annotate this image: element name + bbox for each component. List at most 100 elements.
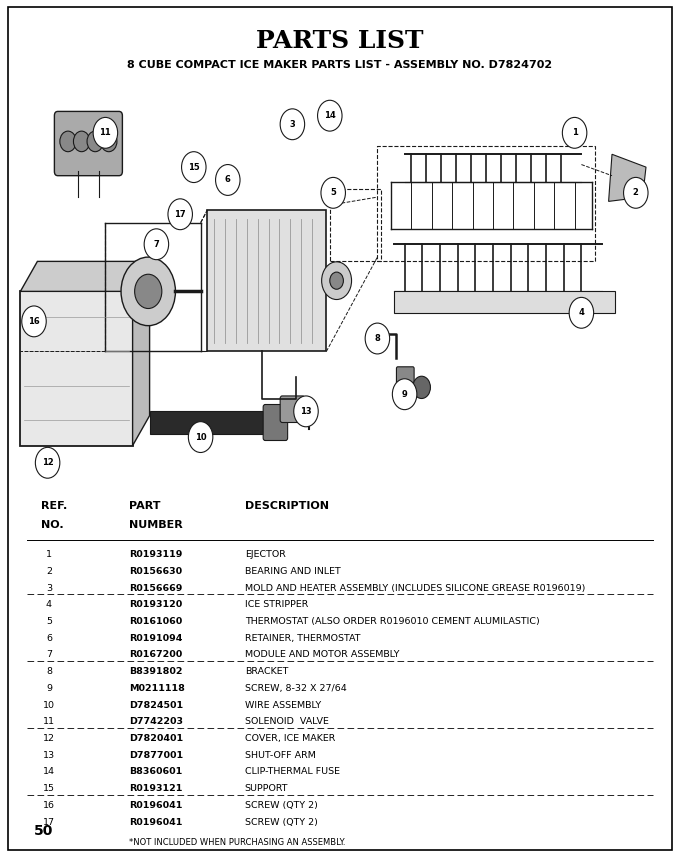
Circle shape [562, 117, 587, 148]
Circle shape [144, 229, 169, 260]
Text: 7: 7 [46, 650, 52, 660]
FancyBboxPatch shape [396, 367, 414, 391]
Circle shape [392, 379, 417, 410]
FancyBboxPatch shape [54, 111, 122, 176]
Bar [394, 291, 615, 313]
Text: 8 CUBE COMPACT ICE MAKER PARTS LIST - ASSEMBLY NO. D7824702: 8 CUBE COMPACT ICE MAKER PARTS LIST - AS… [127, 60, 553, 70]
Text: REF.: REF. [41, 501, 67, 512]
Text: B8360601: B8360601 [129, 768, 182, 776]
Circle shape [188, 422, 213, 452]
Text: SCREW (QTY 2): SCREW (QTY 2) [245, 800, 318, 810]
Text: R0193121: R0193121 [129, 784, 182, 794]
Circle shape [413, 376, 430, 399]
Text: MODULE AND MOTOR ASSEMBLY: MODULE AND MOTOR ASSEMBLY [245, 650, 399, 660]
Circle shape [624, 177, 648, 208]
Text: *NOT INCLUDED WHEN PURCHASING AN ASSEMBLY.: *NOT INCLUDED WHEN PURCHASING AN ASSEMBL… [129, 838, 345, 847]
Text: 2: 2 [633, 189, 639, 197]
Bar [330, 189, 381, 261]
Text: 17: 17 [174, 210, 186, 219]
Text: SHUT-OFF ARM: SHUT-OFF ARM [245, 751, 316, 760]
Text: CLIP-THERMAL FUSE: CLIP-THERMAL FUSE [245, 768, 340, 776]
Circle shape [35, 447, 60, 478]
Text: D7820401: D7820401 [129, 734, 184, 743]
Text: R0167200: R0167200 [129, 650, 182, 660]
FancyBboxPatch shape [280, 396, 305, 423]
Circle shape [101, 131, 117, 152]
Text: 12: 12 [43, 734, 55, 743]
Bar [150, 411, 265, 434]
Text: 13: 13 [300, 407, 312, 416]
Bar [207, 210, 326, 351]
Text: BRACKET: BRACKET [245, 668, 288, 676]
Text: 11: 11 [43, 717, 55, 727]
Text: D7824501: D7824501 [129, 701, 184, 710]
Text: 16: 16 [43, 800, 55, 810]
Circle shape [321, 177, 345, 208]
Circle shape [73, 131, 90, 152]
Text: BEARING AND INLET: BEARING AND INLET [245, 567, 341, 576]
Text: 3: 3 [290, 120, 295, 129]
Circle shape [87, 131, 103, 152]
Text: R0156669: R0156669 [129, 584, 182, 593]
Polygon shape [20, 261, 150, 291]
Text: COVER, ICE MAKER: COVER, ICE MAKER [245, 734, 335, 743]
Circle shape [294, 396, 318, 427]
Text: PARTS LIST: PARTS LIST [256, 29, 424, 53]
Text: 1: 1 [572, 129, 577, 137]
Text: 9: 9 [46, 684, 52, 693]
Text: 4: 4 [46, 601, 52, 609]
Text: 7: 7 [154, 240, 159, 249]
Text: THERMOSTAT (ALSO ORDER R0196010 CEMENT ALUMILASTIC): THERMOSTAT (ALSO ORDER R0196010 CEMENT A… [245, 617, 539, 626]
Text: 14: 14 [43, 768, 55, 776]
Text: 6: 6 [225, 176, 231, 184]
Text: 1: 1 [46, 550, 52, 560]
Text: 13: 13 [43, 751, 55, 760]
Circle shape [22, 306, 46, 337]
Circle shape [318, 100, 342, 131]
Text: PART: PART [129, 501, 160, 512]
Text: 10: 10 [43, 701, 55, 710]
Text: WIRE ASSEMBLY: WIRE ASSEMBLY [245, 701, 321, 710]
Text: 8: 8 [46, 668, 52, 676]
Circle shape [216, 165, 240, 195]
FancyBboxPatch shape [263, 405, 288, 440]
Text: RETAINER, THERMOSTAT: RETAINER, THERMOSTAT [245, 634, 360, 643]
Circle shape [60, 131, 76, 152]
Text: SOLENOID  VALVE: SOLENOID VALVE [245, 717, 328, 727]
Text: 4: 4 [579, 309, 584, 317]
Circle shape [365, 323, 390, 354]
Text: DESCRIPTION: DESCRIPTION [245, 501, 329, 512]
Text: 17: 17 [43, 818, 55, 827]
Text: SCREW (QTY 2): SCREW (QTY 2) [245, 818, 318, 827]
Circle shape [121, 257, 175, 326]
Text: 10: 10 [194, 433, 207, 441]
Text: R0161060: R0161060 [129, 617, 182, 626]
Text: D7877001: D7877001 [129, 751, 184, 760]
Text: B8391802: B8391802 [129, 668, 183, 676]
Circle shape [330, 273, 343, 290]
Polygon shape [133, 261, 150, 446]
Text: MOLD AND HEATER ASSEMBLY (INCLUDES SILICONE GREASE R0196019): MOLD AND HEATER ASSEMBLY (INCLUDES SILIC… [245, 584, 585, 593]
Text: SCREW, 8-32 X 27/64: SCREW, 8-32 X 27/64 [245, 684, 347, 693]
Circle shape [182, 152, 206, 183]
Text: M0211118: M0211118 [129, 684, 185, 693]
Circle shape [168, 199, 192, 230]
Text: R0156630: R0156630 [129, 567, 182, 576]
Text: 9: 9 [402, 390, 407, 399]
Polygon shape [609, 154, 646, 201]
Text: R0196041: R0196041 [129, 818, 182, 827]
Text: 6: 6 [46, 634, 52, 643]
Text: 5: 5 [330, 189, 336, 197]
Text: EJECTOR: EJECTOR [245, 550, 286, 560]
Text: 15: 15 [43, 784, 55, 794]
Circle shape [569, 297, 594, 328]
Text: SUPPORT: SUPPORT [245, 784, 288, 794]
Text: NO.: NO. [41, 520, 63, 530]
Text: 5: 5 [46, 617, 52, 626]
Text: 15: 15 [188, 163, 200, 171]
Text: 11: 11 [99, 129, 112, 137]
Text: 14: 14 [324, 111, 336, 120]
Text: R0196041: R0196041 [129, 800, 182, 810]
Circle shape [280, 109, 305, 140]
Text: 50: 50 [34, 824, 53, 838]
